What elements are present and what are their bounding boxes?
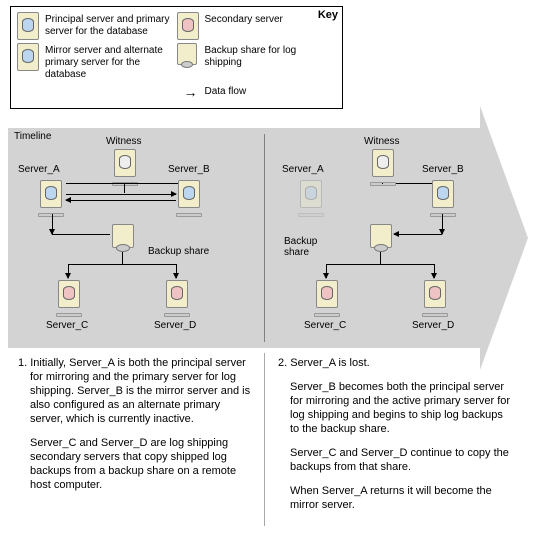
witness-label: Witness (106, 136, 142, 147)
legend-box: Key Principal server and primary server … (10, 6, 343, 109)
desc-p2: Server_C and Server_D are log shipping s… (18, 436, 254, 492)
edge-to-d (176, 264, 177, 278)
legend-spacer (17, 84, 177, 100)
arrow-head-icon (480, 106, 528, 370)
edge-share-split (68, 264, 176, 265)
edge-witness-a (66, 183, 124, 184)
server-a-label: Server_A (18, 164, 60, 175)
legend-title: Key (318, 9, 338, 21)
mirror-server-icon (17, 43, 45, 71)
edge-witness-b (124, 183, 178, 184)
legend-row: → Data flow (17, 84, 336, 100)
server-a-label-b: Server_A (282, 164, 324, 175)
server-b-icon (178, 180, 204, 214)
server-a-icon (40, 180, 66, 214)
edge-share-down-b (380, 252, 381, 264)
edge-witness-b2 (396, 183, 432, 184)
server-c-b-icon (316, 280, 342, 314)
legend-label: Mirror server and alternate primary serv… (45, 43, 177, 81)
legend-label: Principal server and primary server for … (45, 12, 177, 38)
timeline-arrow-bg: Timeline Witness Server_A Server_B Backu… (8, 128, 526, 348)
edge-witness (124, 183, 125, 193)
server-b-label: Server_B (168, 164, 210, 175)
witness-server-icon (114, 149, 140, 183)
server-b-b-icon (432, 180, 458, 214)
arrow-icon: → (177, 84, 205, 100)
edge-to-d-b (434, 264, 435, 278)
edge-share-split-b (326, 264, 434, 265)
witness-label-b: Witness (364, 136, 400, 147)
witness-server-b-icon (372, 149, 398, 183)
legend-item-dataflow: → Data flow (177, 84, 337, 100)
desc-col-1: 1. Initially, Server_A is both the princ… (14, 356, 254, 502)
server-c-label: Server_C (46, 320, 88, 331)
desc2-p4: When Server_A returns it will become the… (278, 484, 514, 512)
legend-item-principal: Principal server and primary server for … (17, 12, 177, 40)
server-a-lost-icon (300, 180, 326, 214)
legend-label: Backup share for log shipping (205, 43, 337, 69)
server-d-label: Server_D (154, 320, 196, 331)
principal-server-icon (17, 12, 45, 40)
server-c-icon (58, 280, 84, 314)
panel-divider (264, 134, 265, 342)
legend-item-backup: Backup share for log shipping (177, 43, 337, 81)
edge-a-share (52, 234, 110, 235)
legend-row: Principal server and primary server for … (17, 12, 336, 40)
edge-b-share (394, 234, 442, 235)
edge-a-b (66, 194, 176, 195)
backup-share-b-label: Backup share (284, 236, 334, 258)
text-divider (264, 353, 265, 526)
server-d-b-icon (424, 280, 450, 314)
desc-col-2: 2. Server_A is lost. Server_B becomes bo… (278, 356, 514, 522)
legend-item-secondary: Secondary server (177, 12, 337, 40)
edge-b-a (66, 200, 176, 201)
server-c-label-b: Server_C (304, 320, 346, 331)
server-d-label-b: Server_D (412, 320, 454, 331)
backup-share-a-label: Backup share (148, 246, 209, 257)
desc-p1: 1. Initially, Server_A is both the princ… (18, 356, 254, 426)
server-b-label-b: Server_B (422, 164, 464, 175)
edge-stub (382, 183, 383, 184)
edge-to-c-b (326, 264, 327, 278)
desc2-p2: Server_B becomes both the principal serv… (278, 380, 514, 436)
edge-share-down (122, 252, 123, 264)
backup-share-b-icon (370, 224, 392, 248)
edge-b-down (442, 214, 443, 234)
desc2-p1: 2. Server_A is lost. (278, 356, 514, 370)
legend-item-mirror: Mirror server and alternate primary serv… (17, 43, 177, 81)
edge-a-down (52, 214, 53, 234)
legend-label: Secondary server (205, 12, 283, 26)
edge-to-c (68, 264, 69, 278)
backup-share-icon (177, 43, 205, 65)
backup-share-a-icon (112, 224, 134, 248)
secondary-server-icon (177, 12, 205, 40)
legend-row: Mirror server and alternate primary serv… (17, 43, 336, 81)
timeline-label: Timeline (14, 131, 51, 142)
server-d-icon (166, 280, 192, 314)
desc2-p3: Server_C and Server_D continue to copy t… (278, 446, 514, 474)
legend-label: Data flow (205, 84, 247, 98)
